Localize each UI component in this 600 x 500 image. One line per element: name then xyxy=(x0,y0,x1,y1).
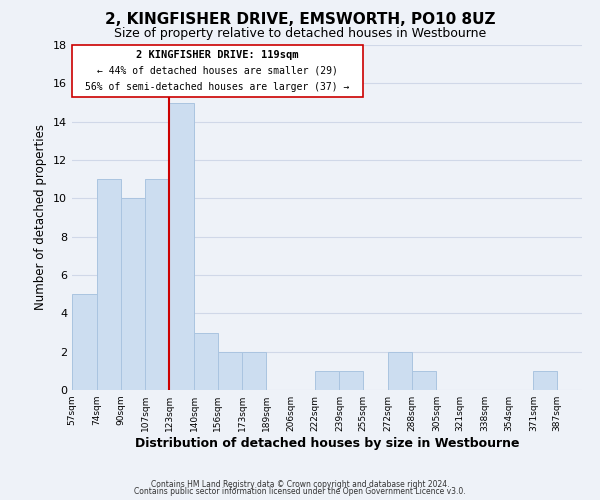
Text: 2, KINGFISHER DRIVE, EMSWORTH, PO10 8UZ: 2, KINGFISHER DRIVE, EMSWORTH, PO10 8UZ xyxy=(105,12,495,28)
Text: Size of property relative to detached houses in Westbourne: Size of property relative to detached ho… xyxy=(114,28,486,40)
Bar xyxy=(121,198,145,390)
Text: 56% of semi-detached houses are larger (37) →: 56% of semi-detached houses are larger (… xyxy=(85,82,350,92)
Text: 2 KINGFISHER DRIVE: 119sqm: 2 KINGFISHER DRIVE: 119sqm xyxy=(136,50,299,59)
Bar xyxy=(169,102,194,390)
Text: ← 44% of detached houses are smaller (29): ← 44% of detached houses are smaller (29… xyxy=(97,66,338,76)
Bar xyxy=(533,371,557,390)
FancyBboxPatch shape xyxy=(72,45,363,97)
Bar xyxy=(72,294,97,390)
X-axis label: Distribution of detached houses by size in Westbourne: Distribution of detached houses by size … xyxy=(135,437,519,450)
Text: Contains public sector information licensed under the Open Government Licence v3: Contains public sector information licen… xyxy=(134,488,466,496)
Bar xyxy=(145,179,169,390)
Bar xyxy=(97,179,121,390)
Text: Contains HM Land Registry data © Crown copyright and database right 2024.: Contains HM Land Registry data © Crown c… xyxy=(151,480,449,489)
Bar xyxy=(314,371,340,390)
Bar xyxy=(340,371,363,390)
Bar xyxy=(242,352,266,390)
Y-axis label: Number of detached properties: Number of detached properties xyxy=(34,124,47,310)
Bar xyxy=(218,352,242,390)
Bar xyxy=(412,371,436,390)
Bar xyxy=(194,332,218,390)
Bar xyxy=(388,352,412,390)
